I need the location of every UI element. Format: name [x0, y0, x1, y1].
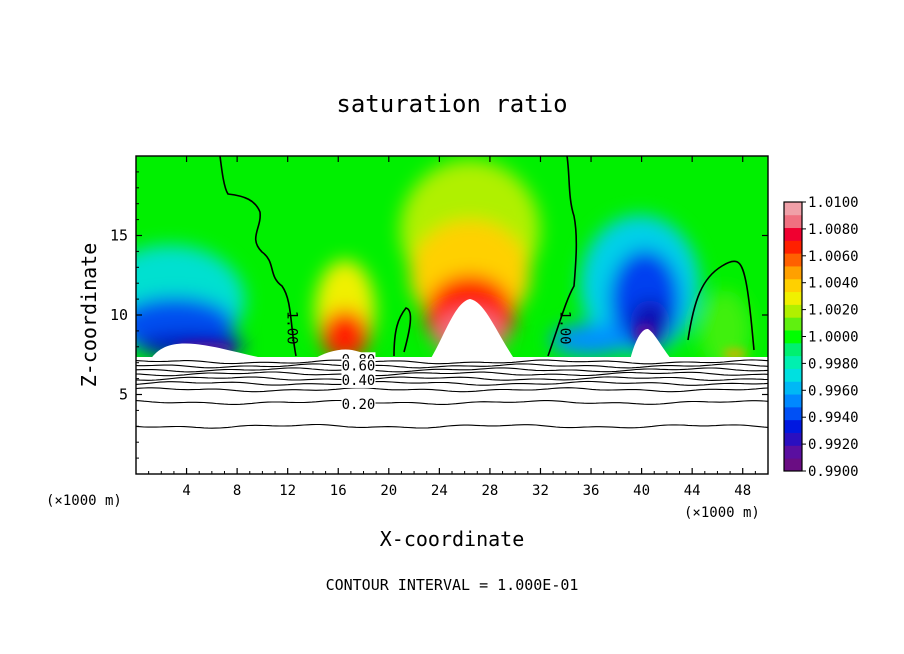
y-tick-label: 15: [110, 227, 128, 245]
subsaturated-contour-line: [135, 387, 769, 393]
colorbar-swatch: [784, 240, 802, 254]
subsaturated-contour-line: [135, 423, 769, 429]
colorbar-tick-label: 1.0080: [808, 222, 859, 238]
colorbar-swatch: [784, 394, 802, 408]
subsaturated-contour-line: [135, 367, 769, 373]
colorbar-swatch: [784, 458, 802, 472]
colorbar-swatch: [784, 432, 802, 446]
colorbar-swatch: [784, 227, 802, 241]
contour-label-backdrop: [341, 372, 376, 388]
terrain-28: [430, 299, 515, 360]
colorbar: 1.0100 1.0080 1.0060 1.0040 1.0020 1.0000 0.99…: [783, 195, 859, 480]
colorbar-swatch: [784, 445, 802, 459]
y-tick-label: 10: [110, 306, 128, 324]
contour-labels: 1.001.000.800.600.400.20: [284, 311, 573, 413]
x-tick-label: 40: [633, 483, 650, 499]
colorbar-tick-label: 1.0020: [808, 303, 859, 319]
y-axis-label: Z-coordinate: [77, 243, 101, 388]
contour-label: 0.40: [342, 373, 376, 389]
contour-label: 0.60: [342, 359, 376, 375]
colorbar-swatch: [784, 330, 802, 344]
plot-area: [136, 156, 768, 474]
contour-label: 1.00: [557, 311, 573, 345]
x-tick-label: 8: [233, 483, 241, 499]
colorbar-swatch: [784, 253, 802, 267]
x-unit-right: (×1000 m): [684, 505, 760, 521]
color-field: [136, 160, 750, 370]
subsaturated-contour-line: [135, 399, 769, 405]
y-axis-ticks: 5 10 15: [110, 171, 768, 459]
contour-interval-note: CONTOUR INTERVAL = 1.000E-01: [326, 576, 579, 594]
colorbar-swatch: [784, 406, 802, 421]
contour-1.00: [219, 156, 755, 357]
lower-domain: [136, 357, 768, 474]
subsaturated-contour-line: [135, 363, 769, 369]
x-tick-label: 16: [330, 483, 347, 499]
patch-46-orange: [723, 350, 747, 358]
colorbar-swatch: [784, 381, 802, 395]
colorbar-swatch: [784, 278, 802, 293]
x-tick-label: 36: [583, 483, 600, 499]
subsaturated-contour-line: [135, 380, 769, 386]
mid-dry-cyan: [550, 324, 630, 356]
contour-label: 1.00: [284, 311, 300, 345]
subsaturated-contour-line: [135, 359, 769, 365]
subsaturated-contours: [135, 359, 769, 429]
subsaturated-contour-line: [135, 376, 769, 381]
colorbar-tick-label: 1.0100: [808, 195, 859, 211]
contour-1.00-plume: [393, 307, 412, 357]
colorbar-tick-label: 0.9900: [808, 464, 859, 480]
colorbar-tick-label: 0.9960: [808, 383, 859, 399]
contour-1.00-patch: [687, 260, 755, 351]
colorbar-swatch: [784, 202, 802, 216]
colorbar-tick-label: 1.0040: [808, 276, 859, 292]
colorbar-swatch: [784, 317, 802, 331]
colorbar-tick-label: 0.9920: [808, 437, 859, 453]
subsaturated-contour-line: [135, 371, 769, 377]
colorbar-tick-label: 0.9980: [808, 356, 859, 372]
colorbar-swatch: [784, 368, 802, 382]
x-tick-label: 24: [431, 483, 448, 499]
colorbar-swatch: [784, 304, 802, 318]
x-tick-label: 44: [684, 483, 701, 499]
x-tick-label: 48: [734, 483, 751, 499]
x-tick-label: 12: [279, 483, 296, 499]
x-tick-label: 20: [380, 483, 397, 499]
colorbar-tick-label: 1.0000: [808, 330, 859, 346]
contour-1.00-right: [547, 156, 578, 357]
contour-label-backdrop: [341, 358, 376, 374]
contour-label: 0.20: [342, 397, 376, 413]
colorbar-swatch: [784, 419, 802, 433]
colorbar-tick-label: 1.0060: [808, 249, 859, 265]
x-tick-label: 28: [481, 483, 498, 499]
colorbar-swatch: [784, 355, 802, 369]
colorbar-swatch: [784, 291, 802, 305]
colorbar-swatch: [784, 266, 802, 280]
colorbar-tick-label: 0.9940: [808, 410, 859, 426]
x-axis-ticks: 4 8 12 16 20 24 28 32 36 40 44 48: [148, 156, 756, 499]
chart-title: saturation ratio: [336, 90, 567, 118]
contour-label-backdrop: [341, 396, 376, 412]
patch-46-lime: [700, 290, 750, 370]
terrain-40: [630, 328, 672, 360]
contour-1.00-left: [219, 156, 297, 357]
x-tick-label: 4: [182, 483, 190, 499]
colorbar-swatch: [784, 342, 802, 357]
x-tick-label: 32: [532, 483, 549, 499]
x-axis-label: X-coordinate: [380, 527, 525, 551]
plume-16-red: [321, 310, 369, 360]
x-unit-left: (×1000 m): [46, 493, 122, 509]
y-tick-label: 5: [119, 386, 128, 404]
colorbar-swatch: [784, 214, 802, 229]
